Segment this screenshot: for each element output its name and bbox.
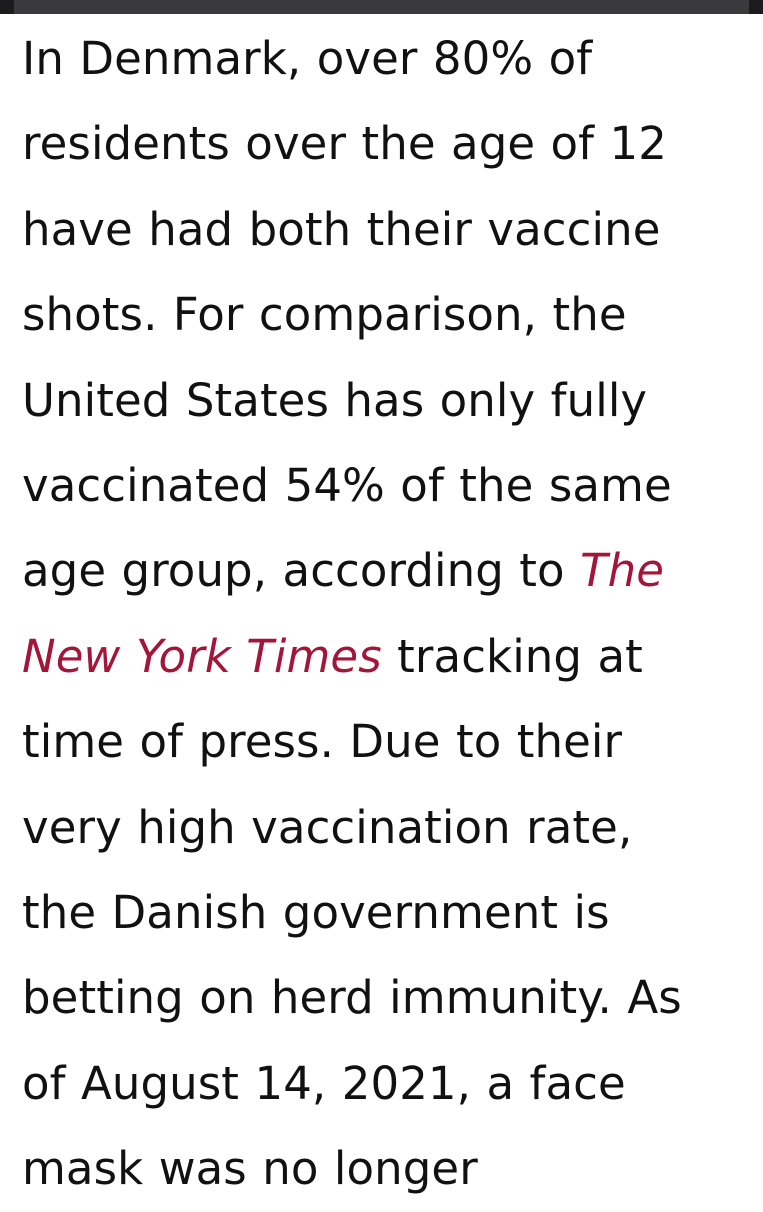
article-line-9: time of press. Due to their <box>22 715 623 769</box>
article-line-7-text: age group, according to <box>22 544 581 598</box>
article-line-8-text: tracking at <box>381 629 643 683</box>
top-bar-left-corner <box>0 0 14 14</box>
article-line-2: residents over the age of 12 <box>22 117 667 171</box>
article-line-12: betting on herd immunity. As <box>22 971 682 1025</box>
article-line-11: the Danish government is <box>22 886 610 940</box>
article-paragraph: In Denmark, over 80% of residents over t… <box>22 16 746 1212</box>
article-line-13: of August 14, 2021, a face <box>22 1056 626 1110</box>
article-line-8: New York Times tracking at <box>22 614 746 699</box>
article-line-10: very high vaccination rate, <box>22 800 633 854</box>
nyt-link-part-2[interactable]: New York Times <box>22 629 382 683</box>
article-line-7: age group, according to The <box>22 528 746 613</box>
article-line-14: mask was no longer <box>22 1142 478 1196</box>
article-line-4: shots. For comparison, the <box>22 288 627 342</box>
article-line-5: United States has only fully <box>22 373 648 427</box>
top-bar-right-corner <box>749 0 763 14</box>
nyt-link-part-1[interactable]: The <box>580 544 665 598</box>
article-line-3: have had both their vaccine <box>22 202 661 256</box>
article-line-6: vaccinated 54% of the same <box>22 459 672 513</box>
article-line-1: In Denmark, over 80% of <box>22 32 593 85</box>
top-bar <box>0 0 763 14</box>
